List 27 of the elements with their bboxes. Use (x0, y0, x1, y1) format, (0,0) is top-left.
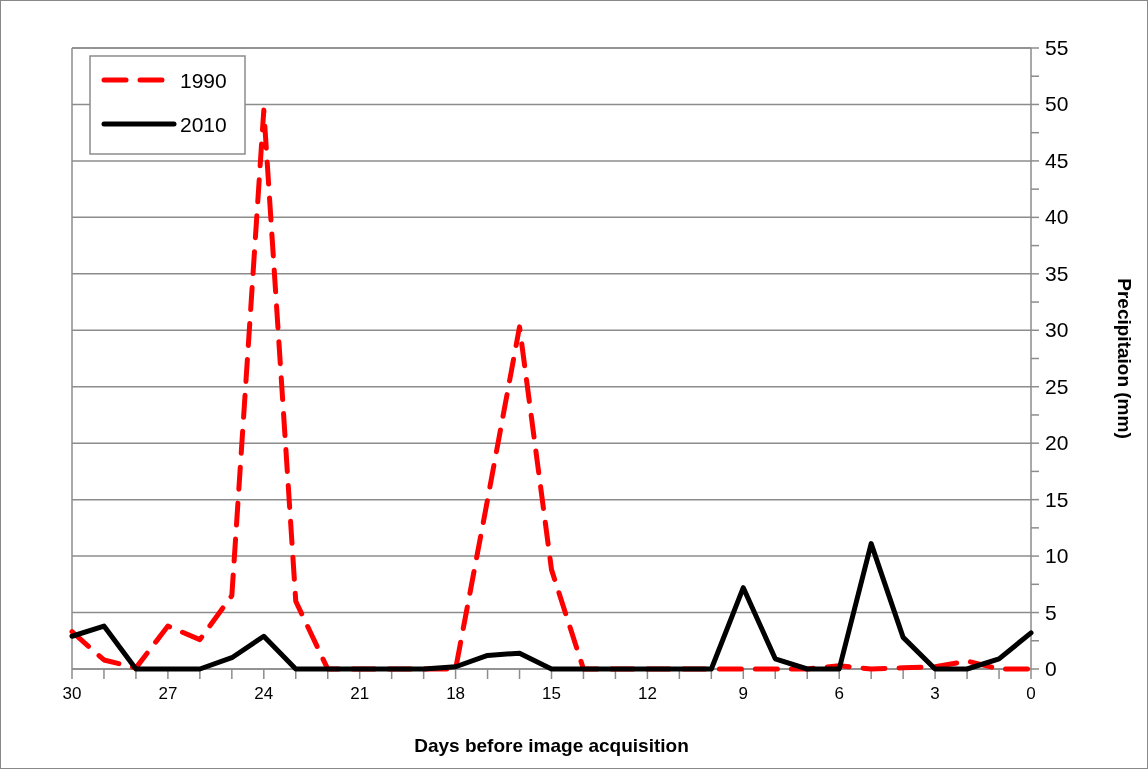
y-tick-label: 45 (1045, 148, 1069, 172)
x-tick-label: 27 (158, 684, 178, 703)
x-tick-label: 18 (446, 684, 466, 703)
x-tick-label: 12 (637, 684, 657, 703)
x-tick-label: 6 (834, 684, 844, 703)
y-tick-label: 10 (1045, 544, 1069, 568)
y-axis-title: Precipitaion (mm) (1114, 278, 1135, 439)
y-tick-label: 50 (1045, 92, 1069, 116)
y-tick-label: 30 (1045, 318, 1069, 342)
y-tick-label: 20 (1045, 431, 1069, 455)
y-tick-label: 55 (1045, 36, 1069, 59)
x-tick-label: 30 (62, 684, 82, 703)
x-tick-label: 24 (254, 684, 274, 703)
legend-label: 1990 (180, 69, 227, 92)
y-tick-label: 40 (1045, 205, 1069, 229)
y-tick-label: 0 (1045, 657, 1057, 680)
x-tick-label: 21 (350, 684, 370, 703)
x-axis-title: Days before image acquisition (414, 735, 689, 756)
y-tick-label: 15 (1045, 487, 1069, 511)
x-tick-label: 3 (930, 684, 940, 703)
x-tick-label: 9 (738, 684, 749, 703)
legend-label: 2010 (180, 113, 227, 136)
y-tick-label: 5 (1045, 600, 1057, 624)
x-tick-label: 15 (542, 684, 561, 703)
x-tick-label: 0 (1026, 684, 1036, 703)
y-tick-label: 25 (1045, 374, 1069, 398)
y-tick-label: 35 (1045, 261, 1069, 285)
